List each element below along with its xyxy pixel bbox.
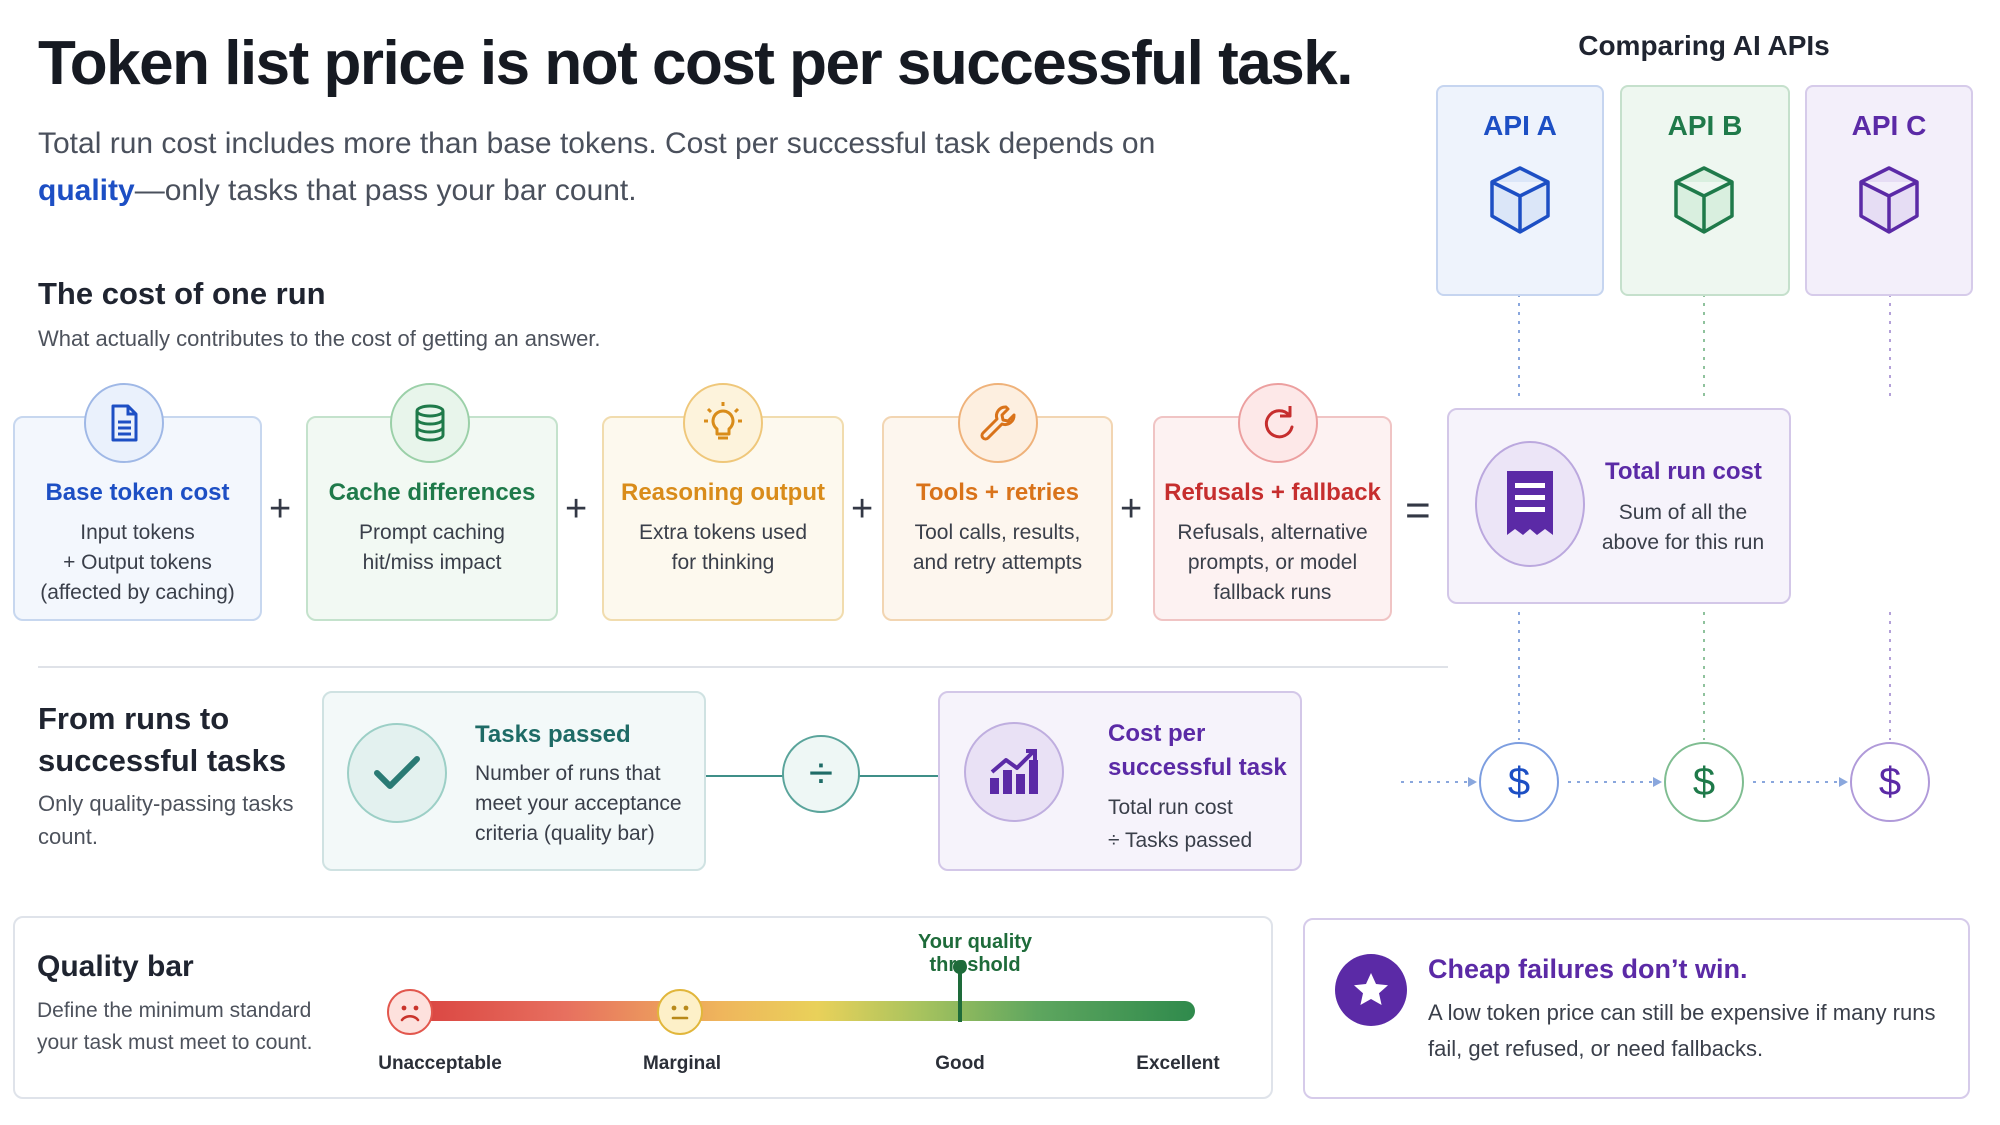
subtitle-quality-word: quality	[38, 174, 135, 207]
step-description: Extra tokens used for thinking	[638, 521, 808, 574]
dollar-icon: $	[1664, 742, 1744, 822]
neutral-face-icon	[657, 989, 703, 1035]
api-label: API C	[1851, 110, 1927, 141]
callout-text: A low token price can still be expensive…	[1428, 1000, 1936, 1061]
cube-icon	[1674, 166, 1734, 234]
dollar-icon: $	[1479, 742, 1559, 822]
threshold-marker	[953, 960, 967, 974]
step-title: Refusals + fallback	[1164, 479, 1381, 506]
cost-per-task-description: Total run cost ÷ Tasks passed	[1108, 796, 1253, 852]
section-title-runs-to-tasks: From runs to successful tasks	[38, 701, 287, 778]
plus-operator: +	[565, 488, 588, 530]
divide-icon: ÷	[782, 735, 860, 813]
callout-title: Cheap failures don’t win.	[1428, 954, 1748, 984]
api-comparison-title: Comparing AI APIs	[1578, 30, 1830, 61]
star-icon	[1335, 954, 1407, 1026]
bar-chart-icon	[964, 722, 1064, 822]
database-icon	[390, 383, 470, 463]
section-divider	[38, 666, 1448, 668]
cube-icon	[1859, 166, 1919, 234]
wrench-icon	[958, 383, 1038, 463]
level-label: Excellent	[1136, 1053, 1220, 1074]
api-card-b	[1620, 85, 1790, 296]
step-description: Input tokens + Output tokens (affected by …	[40, 521, 235, 604]
receipt-icon	[1475, 441, 1585, 567]
subtitle-text-end: —only tasks that pass your bar count.	[134, 174, 637, 207]
step-title: Cache differences	[328, 479, 536, 506]
step-title: Reasoning output	[621, 479, 825, 506]
page-title: Token list price is not cost per success…	[38, 29, 1353, 98]
checkmark-icon	[347, 723, 447, 823]
api-card-a	[1436, 85, 1604, 296]
total-run-cost-title: Total run cost	[1605, 458, 1762, 485]
step-description: Refusals, alternative prompts, or model fa…	[1177, 521, 1368, 604]
api-label: API B	[1667, 110, 1743, 141]
api-label: API A	[1483, 110, 1557, 141]
level-label: Marginal	[642, 1053, 722, 1074]
plus-operator: +	[269, 488, 292, 530]
api-card-c	[1805, 85, 1973, 296]
level-label: Unacceptable	[378, 1053, 502, 1074]
lightbulb-icon	[683, 383, 763, 463]
cube-icon	[1490, 166, 1550, 234]
section-title-cost-of-run: The cost of one run	[38, 276, 326, 311]
subtitle-text: Total run cost includes more than base t…	[38, 127, 1156, 160]
document-icon	[84, 383, 164, 463]
callout-panel	[1303, 918, 1970, 1099]
threshold-line	[958, 970, 962, 1022]
section-subtitle-cost-of-run: What actually contributes to the cost of…	[38, 326, 601, 351]
level-label: Good	[935, 1053, 985, 1074]
equals-operator: =	[1405, 486, 1431, 535]
step-description: Prompt caching hit/miss impact	[359, 521, 505, 574]
plus-operator: +	[851, 488, 874, 530]
plus-operator: +	[1120, 488, 1143, 530]
page-subtitle: Total run cost includes more than base t…	[38, 120, 1178, 214]
quality-bar-subtitle: Define the minimum standard your task mus…	[37, 999, 313, 1054]
cost-per-task-title: Cost per successful task	[1108, 720, 1287, 781]
section-subtitle-runs-to-tasks: Only quality-passing tasks count.	[38, 791, 294, 849]
quality-bar-title: Quality bar	[37, 950, 194, 983]
step-description: Tool calls, results, and retry attempts	[912, 521, 1083, 574]
quality-gradient-bar	[408, 1001, 1195, 1021]
tasks-passed-description: Number of runs that meet your acceptance c…	[475, 762, 682, 845]
step-title: Base token cost	[45, 479, 230, 506]
total-run-cost-description: Sum of all the above for this run	[1601, 501, 1765, 554]
tasks-passed-title: Tasks passed	[475, 721, 631, 748]
dollar-icon: $	[1850, 742, 1930, 822]
threshold-label: Your quality threshold	[917, 931, 1033, 976]
sad-face-icon	[387, 989, 433, 1035]
refresh-icon	[1238, 383, 1318, 463]
step-title: Tools + retries	[916, 479, 1079, 506]
